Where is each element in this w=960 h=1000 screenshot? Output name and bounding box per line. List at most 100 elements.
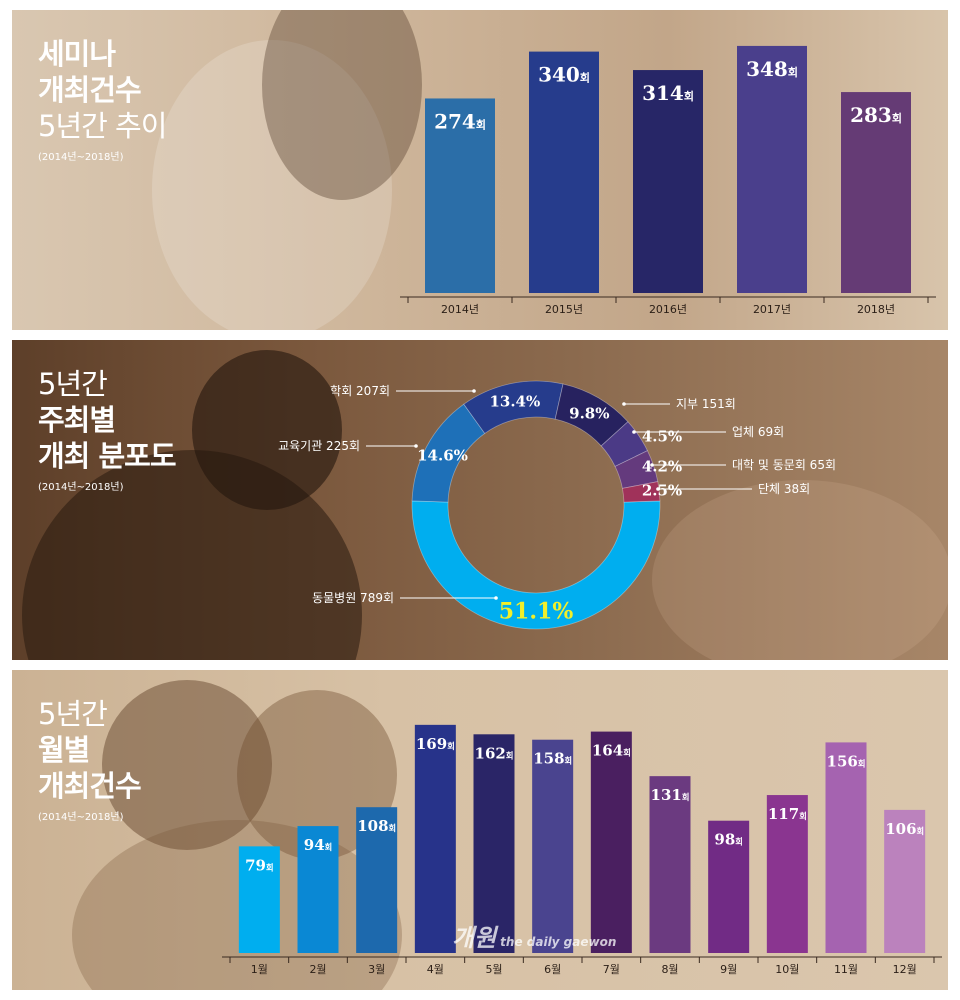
bar-value-label: 283회	[850, 103, 902, 127]
distribution-donut-chart: 51.1% 14.6% 13.4% 9.8% 4.5% 4.2% 2.5% 동물병원 789회…	[278, 380, 836, 630]
category-label: 업체 69회	[732, 425, 784, 439]
x-axis-category-label: 1월	[251, 963, 268, 976]
distribution-chart-title: 5년간 주최별 개최 분포도 (2014년~2018년)	[38, 366, 176, 493]
background-photo-shape	[152, 40, 392, 330]
label-leader-dot	[622, 402, 626, 406]
label-leader-dot	[414, 444, 418, 448]
bar	[532, 739, 574, 953]
bar	[766, 795, 808, 953]
monthly-bar-chart: 79회 1월 94회 2월 108회 3월 169회 4월 162회 5월 158회 6월 164회 7월…	[222, 724, 942, 976]
x-axis-category-label: 12월	[893, 963, 917, 976]
background-photo-shape	[652, 480, 948, 660]
bar	[473, 734, 515, 953]
bar	[425, 98, 495, 294]
x-axis-category-label: 2017년	[753, 303, 791, 316]
label-leader-dot	[472, 389, 476, 393]
donut-slice	[411, 500, 661, 630]
x-axis-category-label: 2016년	[649, 303, 687, 316]
bar-value-label: 164회	[592, 742, 631, 760]
subtitle: (2014년~2018년)	[38, 152, 124, 163]
bar	[649, 776, 691, 953]
category-label: 단체 38회	[758, 482, 810, 496]
bar-value-label: 348회	[746, 57, 798, 81]
bar	[633, 70, 703, 293]
bar-value-label: 117회	[768, 805, 807, 823]
title-line: 5년간	[38, 697, 108, 731]
label-leader-dot	[494, 596, 498, 600]
slice-percent-label: 51.1%	[499, 599, 574, 625]
title-line: 세미나	[38, 37, 116, 71]
x-axis-category-label: 10월	[775, 963, 799, 976]
monthly-chart-title: 5년간 월별 개최건수 (2014년~2018년)	[38, 696, 142, 823]
monthly-chart-panel: 79회 1월 94회 2월 108회 3월 169회 4월 162회 5월 158회 6월 164회 7월…	[12, 670, 948, 990]
category-label: 학회 207회	[330, 384, 390, 398]
bar-value-label: 94회	[304, 836, 332, 854]
title-line: 개최건수	[38, 769, 142, 803]
bar-value-label: 79회	[245, 856, 273, 874]
donut-slice	[554, 383, 629, 447]
donut-slice	[614, 450, 659, 489]
slice-percent-label: 2.5%	[642, 481, 682, 499]
bar-value-label: 340회	[538, 63, 590, 87]
watermark-sub: the daily gaewon	[500, 935, 617, 949]
x-axis-category-label: 5월	[485, 963, 502, 976]
title-line: 개최건수	[38, 73, 142, 107]
x-axis-category-label: 8월	[661, 963, 678, 976]
bar	[238, 846, 280, 953]
bar-value-label: 314회	[642, 81, 694, 105]
x-axis-category-label: 2015년	[545, 303, 583, 316]
bar-value-label: 106회	[885, 820, 924, 838]
bar	[414, 724, 456, 953]
donut-slice	[411, 403, 486, 503]
yearly-chart-panel: 274회 2014년 340회 2015년 314회 2016년 348회 2017년 283회…	[12, 10, 948, 330]
subtitle: (2014년~2018년)	[38, 482, 124, 493]
title-line: 주최별	[38, 403, 116, 437]
watermark-main: 개원	[452, 924, 497, 952]
bar-value-label: 274회	[434, 109, 486, 133]
bar-value-label: 108회	[357, 817, 396, 835]
title-line: 개최 분포도	[38, 439, 176, 473]
bar	[708, 820, 750, 953]
background-photo-shape	[262, 10, 422, 200]
background-photo-shape	[192, 350, 342, 510]
label-leader-dot	[650, 463, 654, 467]
x-axis-category-label: 2014년	[441, 303, 479, 316]
x-axis-category-label: 2018년	[857, 303, 895, 316]
bar-value-label: 131회	[651, 786, 690, 804]
bar	[529, 51, 599, 293]
slice-percent-label: 4.5%	[642, 427, 682, 445]
yearly-bar-chart: 274회 2014년 340회 2015년 314회 2016년 348회 2017년 283회…	[400, 45, 936, 316]
watermark-logo: 개원 the daily gaewon	[452, 918, 616, 953]
subtitle: (2014년~2018년)	[38, 812, 124, 823]
x-axis-category-label: 3월	[368, 963, 385, 976]
title-line: 5년간 추이	[38, 109, 167, 143]
slice-percent-label: 13.4%	[489, 392, 540, 410]
category-label: 대학 및 동문회 65회	[732, 458, 836, 472]
slice-percent-label: 14.6%	[417, 446, 468, 464]
bar-value-label: 156회	[827, 752, 866, 770]
x-axis-category-label: 9월	[720, 963, 737, 976]
x-axis-category-label: 6월	[544, 963, 561, 976]
category-label: 교육기관 225회	[278, 439, 360, 453]
x-axis-category-label: 11월	[834, 963, 858, 976]
bar-value-label: 162회	[475, 744, 514, 762]
bar-value-label: 169회	[416, 735, 455, 753]
bar-value-label: 158회	[533, 750, 572, 768]
label-leader-dot	[656, 487, 660, 491]
yearly-chart-title: 세미나 개최건수 5년간 추이 (2014년~2018년)	[38, 36, 167, 163]
bar	[737, 45, 807, 293]
x-axis-category-label: 2월	[309, 963, 326, 976]
title-line: 월별	[38, 733, 90, 767]
category-label: 동물병원 789회	[312, 591, 394, 605]
slice-percent-label: 9.8%	[569, 405, 609, 423]
bar	[356, 807, 398, 953]
x-axis-category-label: 7월	[603, 963, 620, 976]
bar	[590, 731, 632, 953]
bar	[884, 809, 926, 953]
background-photo-shape	[102, 680, 272, 850]
category-label: 지부 151회	[676, 397, 736, 411]
label-leader-dot	[632, 430, 636, 434]
distribution-chart-panel: 51.1% 14.6% 13.4% 9.8% 4.5% 4.2% 2.5% 동물병원 789회…	[12, 340, 948, 660]
title-line: 5년간	[38, 367, 108, 401]
bar	[297, 826, 339, 953]
